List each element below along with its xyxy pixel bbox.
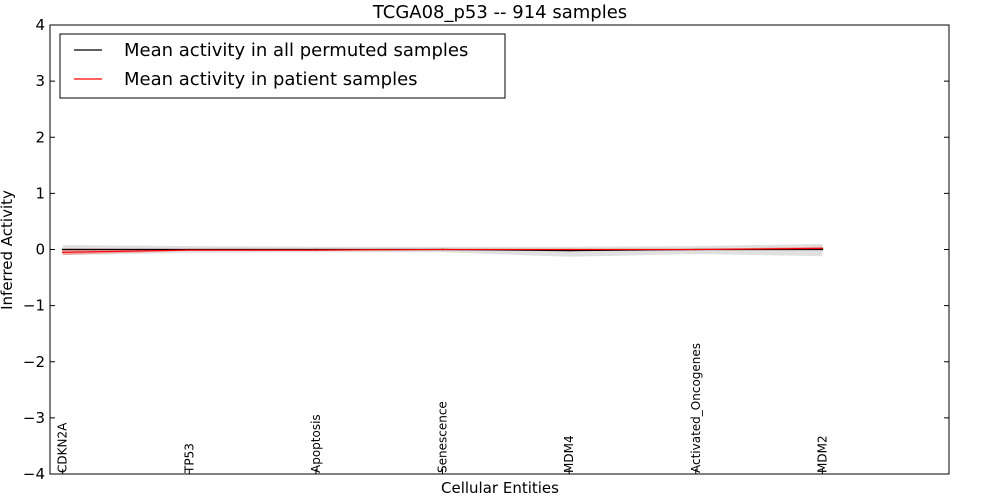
y-tick-label: 4	[35, 16, 45, 34]
point-mean-activity-in-patient-samples-senescence	[441, 248, 444, 251]
legend-label-mean-activity-in-patient-samples: Mean activity in patient samples	[124, 69, 418, 90]
plot-frame	[49, 24, 950, 475]
y-axis-label: Inferred Activity	[0, 190, 16, 310]
category-label-mdm2: MDM2	[815, 435, 829, 473]
category-label-cdkn2a: CDKN2A	[56, 422, 70, 473]
chart-title: TCGA08_p53 -- 914 samples	[372, 2, 627, 23]
point-mean-activity-in-all-permuted-samples-mdm4	[568, 249, 570, 252]
y-tick-label: −2	[23, 353, 45, 371]
category-labels: CDKN2A TP53 Apoptosis Senescence MDM4 Activat…	[56, 343, 829, 474]
y-tick-label: 2	[35, 128, 45, 146]
y-tick-label: −3	[23, 409, 45, 427]
category-label-senescence: Senescence	[436, 401, 450, 473]
point-mean-activity-in-all-permuted-samples-cdkn2a	[61, 248, 64, 251]
category-label-apoptosis: Apoptosis	[309, 414, 323, 473]
point-mean-activity-in-patient-samples-activated-oncogenes	[694, 248, 697, 251]
band-mean-activity-in-all-permuted-samples	[62, 243, 823, 257]
y-axis-ticks: 4 3 2 1 0 −1 −2 −3 −4	[23, 16, 949, 483]
point-mean-activity-in-patient-samples-apoptosis	[315, 249, 317, 251]
y-tick-label: 1	[35, 184, 45, 202]
category-label-activated-oncogenes: Activated_Oncogenes	[689, 343, 703, 473]
category-label-mdm4: MDM4	[562, 435, 576, 473]
y-tick-label: 0	[35, 241, 45, 259]
point-mean-activity-in-patient-samples-mdm4	[568, 248, 570, 251]
point-mean-activity-in-all-permuted-samples-mdm2	[821, 248, 824, 251]
point-mean-activity-in-patient-samples-cdkn2a	[61, 251, 64, 254]
point-mean-activity-in-patient-samples-mdm2	[821, 247, 824, 250]
y-tick-label: −4	[23, 465, 45, 483]
legend-box	[59, 33, 506, 99]
x-axis-label: Cellular Entities	[441, 479, 559, 497]
category-label-tp53: TP53	[182, 443, 196, 474]
legend: Mean activity in all permuted samples Mea…	[59, 33, 506, 99]
legend-label-mean-activity-in-all-permuted-samples: Mean activity in all permuted samples	[124, 40, 468, 61]
y-tick-label: −1	[23, 297, 45, 315]
series-lines	[61, 247, 824, 254]
y-tick-label: 3	[35, 72, 45, 90]
confidence-bands	[62, 243, 823, 257]
point-mean-activity-in-patient-samples-tp53	[188, 249, 191, 251]
